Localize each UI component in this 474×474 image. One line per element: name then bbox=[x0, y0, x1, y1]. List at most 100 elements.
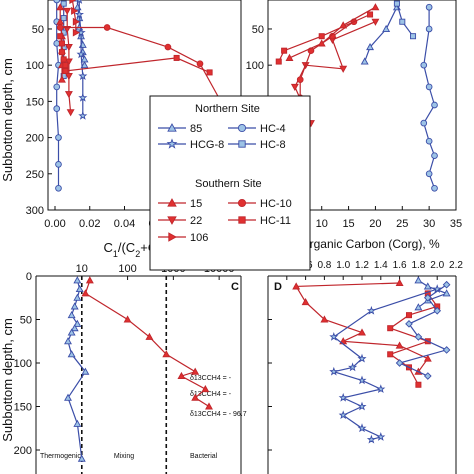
panel-a-series-106-point bbox=[72, 17, 80, 26]
legend-marker-northern-3 bbox=[238, 140, 246, 148]
panel-d-x-tick-label: 1.8 bbox=[411, 260, 425, 271]
panel-a-series-15-point bbox=[57, 75, 66, 83]
panel-d-series-3-point bbox=[357, 423, 367, 433]
panel-c-y-tick-label: 150 bbox=[14, 402, 32, 414]
panel-b-series-15-point bbox=[285, 53, 294, 61]
panel-d-x-tick-label: 1.6 bbox=[393, 260, 407, 271]
panel-a-series-HC-11-point bbox=[58, 40, 65, 47]
panel-d-series-3-point bbox=[338, 410, 348, 420]
panel-c-series-1-point bbox=[162, 350, 171, 358]
panel-a-series-106-point bbox=[71, 6, 79, 15]
panel-b-series-HC-11-point bbox=[275, 58, 282, 65]
legend-label-southern-4: 106 bbox=[190, 232, 208, 244]
panel-b-series-HC-4-point bbox=[425, 3, 433, 11]
legend-marker-southern-1 bbox=[237, 198, 247, 208]
legend-southern-title: Southern Site bbox=[195, 178, 262, 190]
panel-b-series-85-line bbox=[364, 6, 398, 62]
panel-d-series-3-point bbox=[338, 392, 348, 402]
panel-d-series-2-point bbox=[414, 303, 423, 311]
panel-a-series-HC-10-point bbox=[164, 43, 172, 51]
panel-d-series-0-point bbox=[395, 278, 404, 286]
panel-d-series-3-point bbox=[329, 366, 339, 376]
panel-b-series-HC-4-point bbox=[431, 101, 438, 109]
legend-marker-northern-2 bbox=[166, 138, 178, 149]
panel-c-x-tick-label: 100 bbox=[118, 263, 136, 275]
panel-b-series-HC-11-line bbox=[278, 13, 371, 62]
panel-a-x-tick-label: 0.04 bbox=[114, 218, 135, 230]
panel-b-y-tick-label: 50 bbox=[252, 24, 264, 36]
panel-a-series-HC-4-point bbox=[53, 83, 61, 91]
panel-c-series-1-point bbox=[145, 332, 154, 340]
panel-a-series-22-point bbox=[64, 91, 73, 99]
panel-a-series-HC-11-point bbox=[62, 67, 69, 74]
panel-b-series-85-point bbox=[366, 42, 375, 51]
panel-b-x-tick-label: 20 bbox=[369, 218, 381, 230]
panel-d-series-4-line bbox=[397, 284, 449, 377]
panel-b-series-15-point bbox=[317, 39, 326, 47]
panel-d-plot bbox=[292, 276, 451, 444]
panel-c-series-0-point bbox=[73, 276, 82, 284]
panel-a-series-HC-8-point bbox=[60, 0, 67, 7]
panel-b-series-22-line bbox=[294, 21, 376, 124]
panel-a-series-85-point bbox=[80, 61, 89, 69]
panel-c-y-tick-label: 50 bbox=[20, 315, 32, 327]
panel-d-series-3-point bbox=[329, 332, 339, 341]
panel-a-y-tick-label: 200 bbox=[26, 133, 44, 145]
panel-c-label: C bbox=[231, 281, 239, 293]
panel-d-series-1-point bbox=[405, 312, 413, 319]
panel-b-y-tick-label: 100 bbox=[246, 60, 264, 72]
panel-a-y-axis-label: Subbottom depth, cm bbox=[0, 58, 15, 182]
panel-d-series-4-point bbox=[405, 320, 413, 328]
panel-c-series-0-point bbox=[64, 393, 72, 401]
panel-a-series-HC-11-point bbox=[206, 69, 213, 76]
panel-c-series-0-point bbox=[81, 367, 90, 375]
panel-c-series-1-point bbox=[177, 371, 186, 380]
panel-c-zone-label: Mixing bbox=[114, 453, 134, 460]
panel-d-x-tick-label: 2.0 bbox=[430, 260, 444, 271]
panel-a-x-tick-label: 0.00 bbox=[44, 218, 65, 230]
panel-a-series-22-point bbox=[66, 109, 75, 117]
panel-c-series-0-point bbox=[67, 328, 76, 336]
panel-c-annotation: δ13CCH4 = - 96.7 bbox=[190, 411, 247, 418]
legend-label-southern-1: HC-10 bbox=[260, 198, 292, 210]
panel-c-annotation: δ13CCH4 = - bbox=[190, 375, 232, 382]
legend-marker-northern-0 bbox=[167, 123, 177, 132]
panel-d-series-4-point bbox=[423, 293, 432, 302]
panel-a-series-HCG-8-point bbox=[78, 92, 88, 102]
panel-c-zone-label: Thermogenic bbox=[40, 453, 81, 460]
panel-a-series-HC-4-point bbox=[55, 161, 62, 168]
panel-c-series-1-point bbox=[205, 402, 213, 410]
panel-d-x-tick-label: 1.0 bbox=[336, 260, 350, 271]
panel-d-series-3-point bbox=[432, 284, 442, 293]
panel-b-series-HC-8-point bbox=[399, 18, 406, 25]
panel-b-series-15-point bbox=[339, 21, 348, 29]
panel-b-x-tick-label: 15 bbox=[342, 218, 354, 230]
panel-d-label: D bbox=[274, 281, 282, 293]
panel-c-annotation: δ13CCH4 = - bbox=[190, 391, 232, 398]
panel-a-series-HC-11-point bbox=[60, 56, 67, 63]
panel-a-series-HCG-8-point bbox=[76, 0, 83, 4]
panel-c-zone-label: Bacterial bbox=[190, 453, 218, 460]
panel-b-series-HC-10-line bbox=[299, 21, 355, 98]
legend-label-southern-3: HC-11 bbox=[260, 215, 291, 227]
panel-d-series-3-point bbox=[366, 434, 376, 444]
panel-d-series-0-point bbox=[320, 315, 329, 323]
panel-a-series-HCG-8-point bbox=[74, 9, 84, 19]
panel-c-series-0-point bbox=[73, 293, 82, 301]
legend-label-northern-3: HC-8 bbox=[260, 139, 286, 151]
panel-b-series-HC-4-point bbox=[425, 137, 433, 145]
panel-a-series-22-point bbox=[63, 7, 72, 15]
panel-b-series-HC-4-point bbox=[420, 119, 428, 127]
panel-b-x-tick-label: 10 bbox=[316, 218, 328, 230]
panel-b-x-tick-label: 25 bbox=[396, 218, 408, 230]
panel-a-series-106-line bbox=[71, 0, 77, 33]
panel-d-series-3-point bbox=[376, 384, 386, 393]
panel-a-series-HC-4-point bbox=[53, 40, 61, 47]
panel-d-series-2-point bbox=[442, 289, 451, 297]
panel-a-series-15-point bbox=[56, 3, 65, 11]
panel-d-series-0-point bbox=[292, 282, 301, 290]
panel-d-series-2-point bbox=[414, 276, 423, 284]
panel-d-x-tick-label: 1.4 bbox=[374, 260, 388, 271]
panel-d-series-3-point bbox=[366, 305, 376, 315]
